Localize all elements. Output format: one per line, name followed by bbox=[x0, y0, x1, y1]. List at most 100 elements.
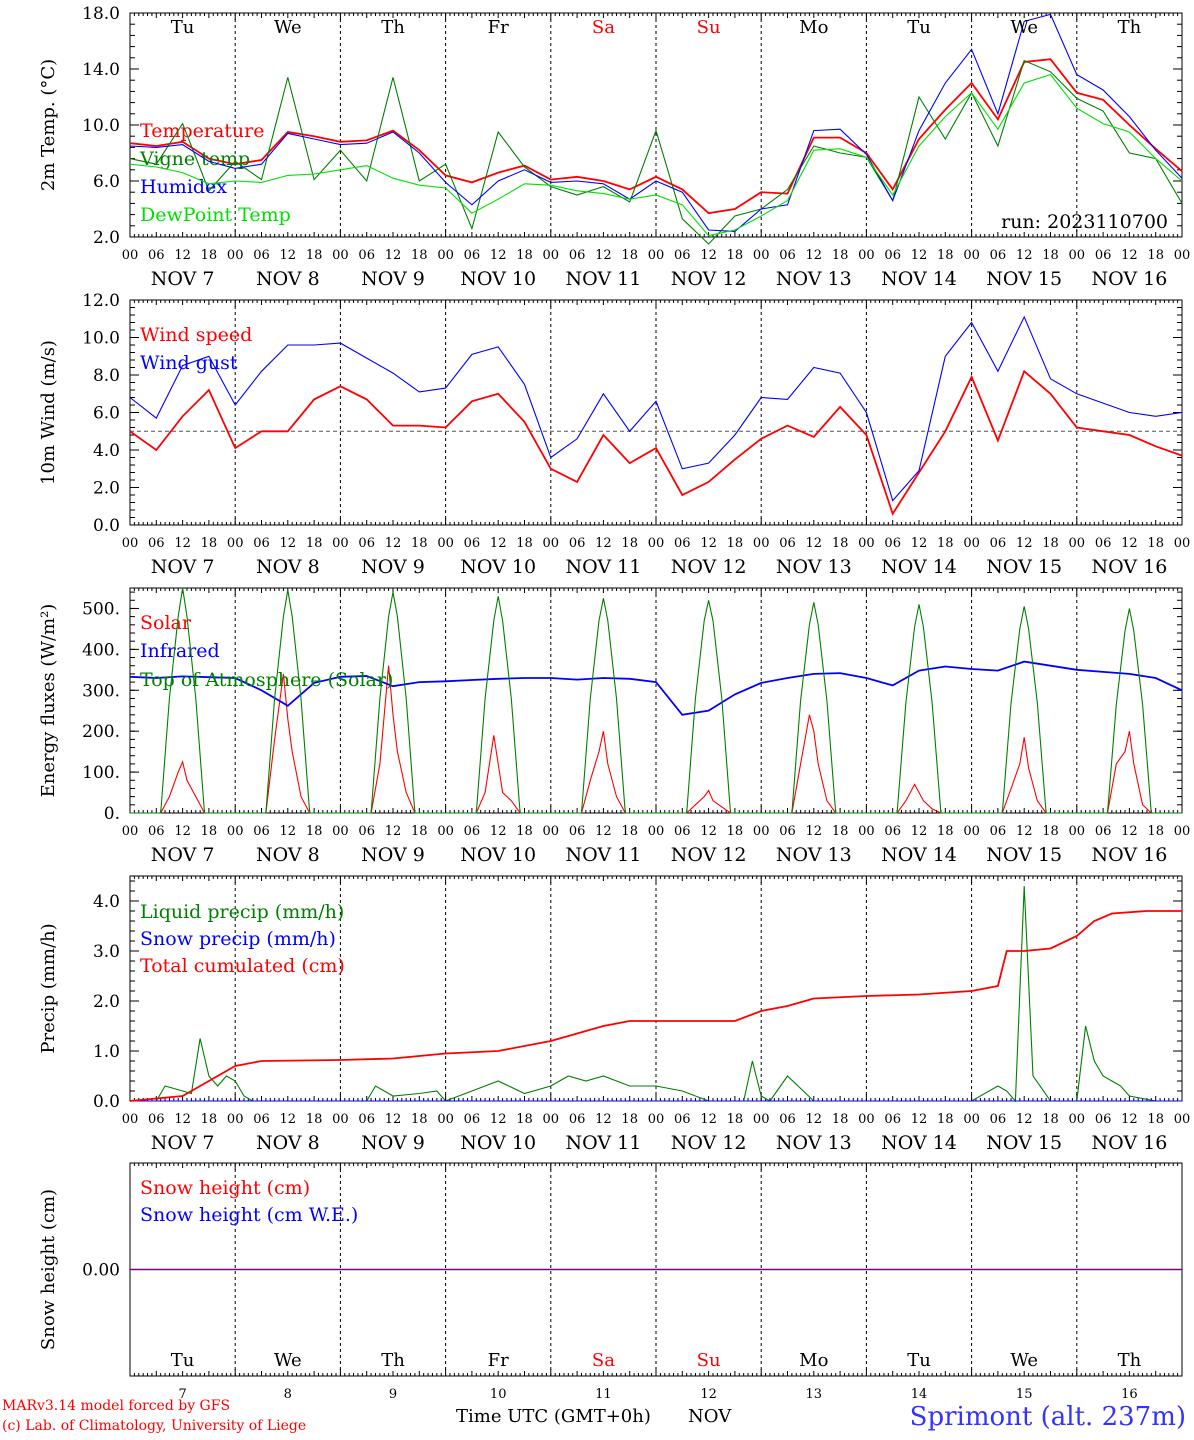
hour-tick-label: 12 bbox=[1121, 536, 1138, 551]
date-label: NOV 7 bbox=[151, 268, 215, 290]
hour-tick-label: 06 bbox=[569, 248, 586, 263]
date-label: NOV 10 bbox=[460, 556, 536, 578]
hour-tick-label: 18 bbox=[727, 248, 744, 263]
y-tick-label: 4.0 bbox=[93, 892, 120, 912]
hour-tick-label: 00 bbox=[332, 1112, 349, 1127]
day-number-label: 8 bbox=[284, 1387, 292, 1402]
hour-tick-label: 00 bbox=[1174, 1112, 1191, 1127]
hour-tick-label: 18 bbox=[832, 248, 849, 263]
y-tick-label: 0.0 bbox=[93, 1092, 120, 1112]
date-label: NOV 14 bbox=[881, 268, 957, 290]
hour-tick-label: 00 bbox=[1174, 536, 1191, 551]
date-label: NOV 10 bbox=[460, 844, 536, 866]
hour-tick-label: 12 bbox=[806, 824, 823, 839]
hour-tick-label: 00 bbox=[543, 1112, 560, 1127]
hour-tick-label: 06 bbox=[253, 824, 270, 839]
hour-tick-label: 00 bbox=[753, 536, 770, 551]
date-label: NOV 9 bbox=[361, 556, 425, 578]
hour-tick-label: 06 bbox=[779, 1112, 796, 1127]
y-tick-label: 0.00 bbox=[82, 1261, 120, 1281]
hour-tick-label: 18 bbox=[727, 824, 744, 839]
date-label: NOV 15 bbox=[986, 1132, 1062, 1154]
hour-tick-label: 06 bbox=[884, 1112, 901, 1127]
hour-tick-label: 00 bbox=[227, 1112, 244, 1127]
weekday-label: Sa bbox=[592, 1350, 615, 1371]
hour-tick-label: 06 bbox=[464, 824, 481, 839]
hour-tick-label: 00 bbox=[858, 536, 875, 551]
date-label: NOV 7 bbox=[151, 844, 215, 866]
hour-tick-label: 12 bbox=[385, 248, 402, 263]
hour-tick-label: 18 bbox=[306, 1112, 323, 1127]
hour-tick-label: 12 bbox=[385, 536, 402, 551]
hour-tick-label: 00 bbox=[1069, 248, 1086, 263]
series-line-infrared bbox=[129, 660, 1183, 716]
date-label: NOV 8 bbox=[256, 844, 320, 866]
hour-tick-label: 06 bbox=[253, 1112, 270, 1127]
hour-tick-label: 00 bbox=[1069, 1112, 1086, 1127]
date-label: NOV 14 bbox=[881, 844, 957, 866]
weekday-label: We bbox=[1010, 1350, 1038, 1371]
hour-tick-label: 06 bbox=[358, 824, 375, 839]
date-label: NOV 7 bbox=[151, 1132, 215, 1154]
hour-tick-label: 18 bbox=[306, 824, 323, 839]
hour-tick-label: 12 bbox=[806, 1112, 823, 1127]
hour-tick-label: 00 bbox=[227, 248, 244, 263]
date-label: NOV 13 bbox=[776, 844, 852, 866]
legend-entry: Snow height (cm W.E.) bbox=[140, 1204, 358, 1226]
hour-tick-label: 12 bbox=[280, 1112, 297, 1127]
hour-tick-label: 18 bbox=[1042, 1112, 1059, 1127]
hour-tick-label: 18 bbox=[411, 1112, 428, 1127]
hour-tick-label: 18 bbox=[937, 536, 954, 551]
hour-tick-label: 06 bbox=[358, 536, 375, 551]
hour-tick-label: 12 bbox=[700, 1112, 717, 1127]
weekday-label: Th bbox=[381, 17, 405, 38]
hour-tick-label: 00 bbox=[437, 824, 454, 839]
legend-entry: Infrared bbox=[140, 640, 220, 662]
hour-tick-label: 12 bbox=[911, 1112, 928, 1127]
weekday-label: Su bbox=[697, 1350, 721, 1371]
day-number-label: 12 bbox=[700, 1387, 717, 1402]
hour-tick-label: 12 bbox=[1016, 248, 1033, 263]
weekday-label: Mo bbox=[799, 1350, 828, 1371]
hour-tick-label: 00 bbox=[753, 1112, 770, 1127]
hour-tick-label: 06 bbox=[884, 536, 901, 551]
date-label: NOV 13 bbox=[776, 1132, 852, 1154]
hour-tick-label: 18 bbox=[1147, 248, 1164, 263]
hour-tick-label: 18 bbox=[1042, 248, 1059, 263]
series-line-vigne-temp bbox=[129, 59, 1183, 245]
hour-tick-label: 18 bbox=[621, 536, 638, 551]
date-label: NOV 12 bbox=[671, 844, 747, 866]
date-label: NOV 11 bbox=[565, 1132, 641, 1154]
hour-tick-label: 00 bbox=[1069, 824, 1086, 839]
hour-tick-label: 06 bbox=[884, 824, 901, 839]
date-label: NOV 8 bbox=[256, 556, 320, 578]
y-tick-label: 200. bbox=[82, 722, 120, 742]
hour-tick-label: 06 bbox=[464, 1112, 481, 1127]
y-tick-label: 6.0 bbox=[93, 172, 120, 192]
hour-tick-label: 06 bbox=[358, 248, 375, 263]
hour-tick-label: 12 bbox=[280, 536, 297, 551]
series-line-dewpoint-temp bbox=[129, 73, 1183, 237]
hour-tick-label: 00 bbox=[227, 536, 244, 551]
hour-tick-label: 18 bbox=[411, 248, 428, 263]
day-number-label: 7 bbox=[178, 1387, 186, 1402]
y-tick-label: 12.0 bbox=[82, 291, 120, 311]
hour-tick-label: 18 bbox=[516, 824, 533, 839]
weekday-label: Th bbox=[381, 1350, 405, 1371]
legend-entry: Temperature bbox=[140, 120, 264, 142]
y-tick-label: 0.0 bbox=[93, 516, 120, 536]
hour-tick-label: 06 bbox=[779, 536, 796, 551]
date-label: NOV 9 bbox=[361, 268, 425, 290]
hour-tick-label: 06 bbox=[253, 248, 270, 263]
day-number-label: 16 bbox=[1121, 1387, 1138, 1402]
hour-tick-label: 06 bbox=[253, 536, 270, 551]
hour-tick-label: 00 bbox=[1069, 536, 1086, 551]
y-tick-label: 10.0 bbox=[82, 329, 120, 349]
date-label: NOV 12 bbox=[671, 1132, 747, 1154]
hour-tick-label: 12 bbox=[174, 1112, 191, 1127]
y-tick-label: 6.0 bbox=[93, 404, 120, 424]
hour-tick-label: 12 bbox=[174, 824, 191, 839]
hour-tick-label: 12 bbox=[490, 1112, 507, 1127]
hour-tick-label: 12 bbox=[280, 824, 297, 839]
